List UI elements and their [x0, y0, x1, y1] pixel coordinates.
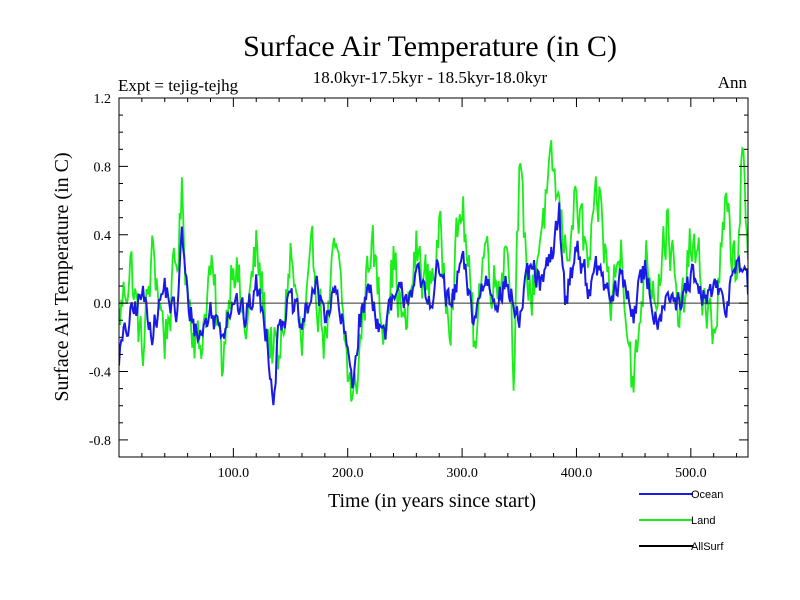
plot-frame [118, 97, 749, 458]
y-tick-label: -0.8 [89, 434, 111, 449]
legend-allsurf-label: AllSurf [691, 541, 724, 553]
chart-subtitle: 18.0kyr-17.5kyr - 18.5kyr-18.0kyr [313, 68, 548, 87]
legend-land-label: Land [691, 515, 715, 527]
x-tick-label: 300.0 [446, 466, 478, 481]
legend-ocean-label: Ocean [691, 489, 723, 501]
x-tick-label: 100.0 [218, 466, 250, 481]
x-axis-label: Time (in years since start) [328, 490, 536, 512]
period-label: Ann [718, 73, 748, 92]
series-line-ocean [119, 202, 748, 406]
y-tick-label: 0.0 [94, 297, 112, 312]
y-tick-label: -0.4 [89, 366, 111, 381]
chart-title: Surface Air Temperature (in C) [243, 30, 617, 63]
series-layer [119, 140, 748, 406]
ticks-layer: 100.0 200.0 300.0 400.0 500.0 1.2 0.8 0.4 0.0 -0.… [89, 92, 748, 481]
y-tick-label: 0.4 [94, 229, 112, 244]
y-tick-label: 0.8 [94, 160, 112, 175]
y-tick-label: 1.2 [94, 92, 112, 107]
experiment-label: Expt = tejig-tejhg [118, 76, 239, 95]
x-tick-label: 500.0 [675, 466, 707, 481]
y-axis-label: Surface Air Temperature (in C) [51, 152, 73, 401]
x-tick-label: 200.0 [332, 466, 364, 481]
legend: Ocean Land AllSurf [639, 489, 724, 553]
series-line-land [119, 140, 748, 402]
x-tick-label: 400.0 [561, 466, 593, 481]
